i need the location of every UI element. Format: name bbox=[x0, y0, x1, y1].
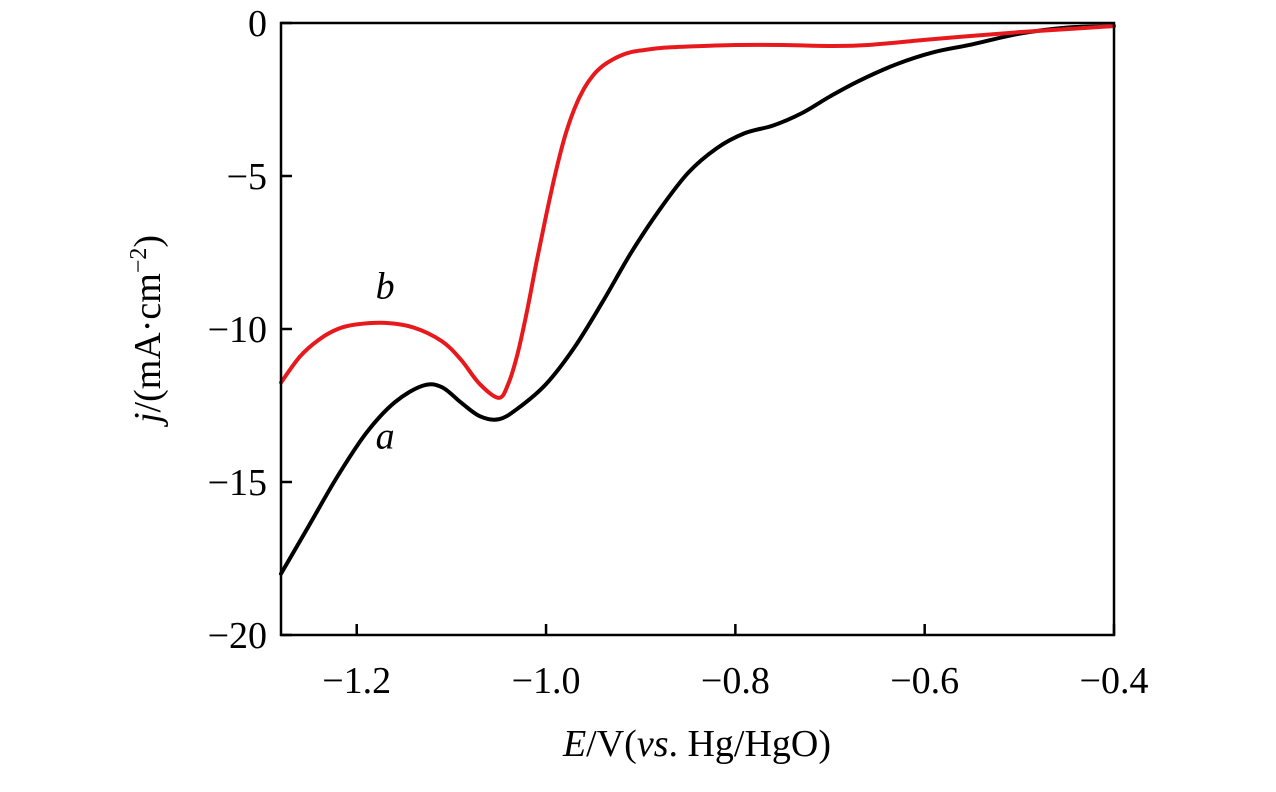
y-axis-title: j/(mA·cm−2) bbox=[126, 235, 169, 428]
y-tick-label: −15 bbox=[208, 462, 267, 504]
series-line-a bbox=[279, 24, 1116, 576]
series-labels-layer: ab bbox=[376, 265, 395, 457]
ticks-layer bbox=[281, 21, 1116, 637]
x-tick-label: −0.6 bbox=[890, 660, 959, 702]
y-axis-superscript: −2 bbox=[126, 248, 152, 274]
series-label-b: b bbox=[376, 265, 395, 307]
y-axis-symbol: j bbox=[127, 412, 169, 428]
series-label-a: a bbox=[376, 415, 395, 457]
x-axis-symbol: E bbox=[562, 723, 586, 765]
y-tick-label: −5 bbox=[227, 156, 267, 198]
series-line-b bbox=[279, 24, 1116, 400]
x-tick-label: −1.2 bbox=[322, 660, 391, 702]
x-axis-unit: /V( bbox=[586, 723, 637, 765]
tick-labels-layer: −1.2 −1.0 −0.8 −0.6 −0.4 0 −5 −10 −15 −20 bbox=[208, 3, 1149, 702]
x-axis-vs: vs bbox=[637, 723, 669, 765]
y-axis-unit: /(mA·cm bbox=[127, 273, 169, 412]
curves-layer bbox=[279, 24, 1116, 576]
x-tick-label: −0.8 bbox=[701, 660, 770, 702]
x-axis-reference: . Hg/HgO) bbox=[668, 723, 831, 765]
x-axis-title: E/V(vs. Hg/HgO) bbox=[562, 723, 831, 765]
plot-frame bbox=[279, 21, 1116, 637]
y-tick-label: 0 bbox=[248, 3, 267, 45]
x-tick-label: −0.4 bbox=[1080, 660, 1149, 702]
y-tick-label: −20 bbox=[208, 615, 267, 657]
x-tick-label: −1.0 bbox=[512, 660, 581, 702]
y-axis-close-paren: ) bbox=[127, 235, 169, 248]
y-tick-label: −10 bbox=[208, 309, 267, 351]
